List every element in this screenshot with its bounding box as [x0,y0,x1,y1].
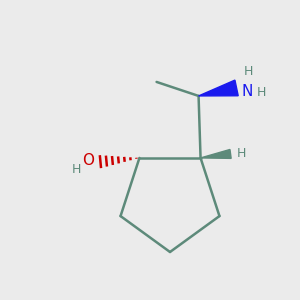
Text: O: O [82,153,94,168]
Text: N: N [242,84,253,99]
Polygon shape [199,80,238,96]
Text: H: H [244,65,253,78]
Text: H: H [237,147,246,161]
Polygon shape [201,149,231,158]
Text: H: H [72,164,81,176]
Text: H: H [256,86,266,99]
